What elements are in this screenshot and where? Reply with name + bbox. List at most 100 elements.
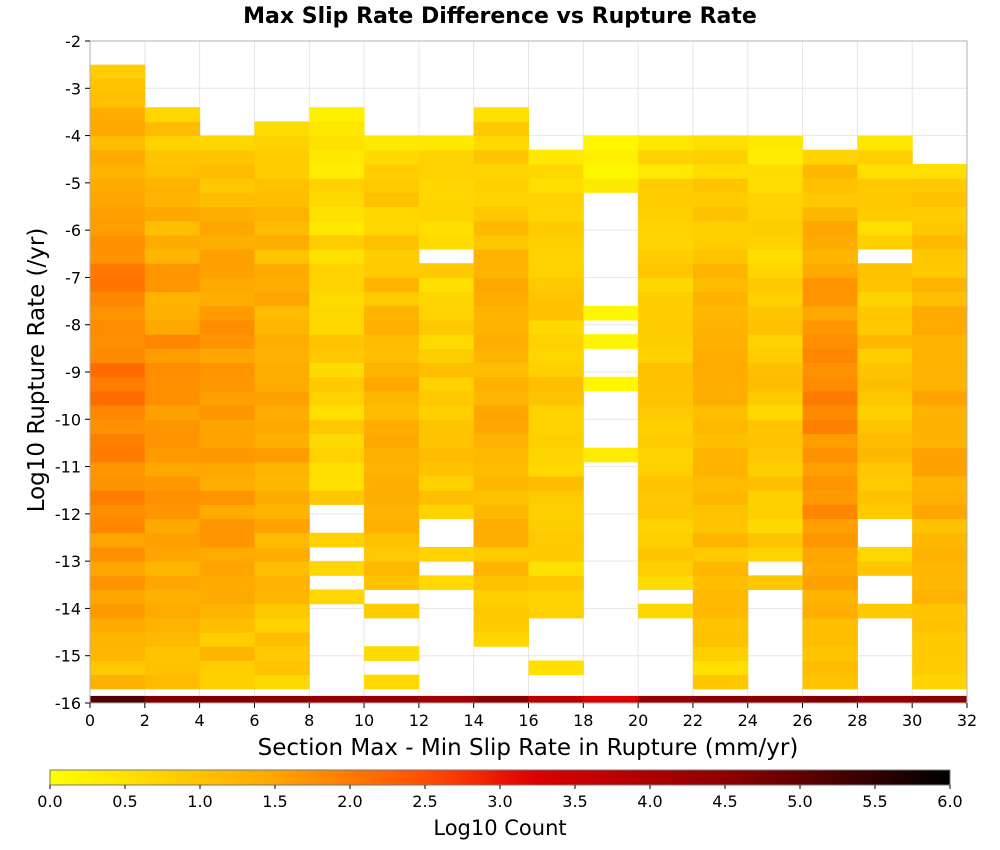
heatmap-cell <box>199 674 255 690</box>
heatmap-cell <box>528 192 584 207</box>
heatmap-cell <box>912 447 968 463</box>
heatmap-cell <box>747 376 804 392</box>
heatmap-cell <box>692 589 749 605</box>
heatmap-cell <box>144 646 201 661</box>
heatmap-cell <box>912 334 968 349</box>
heatmap-cell <box>254 249 310 264</box>
heatmap-cell <box>144 149 201 165</box>
heatmap-cell <box>528 319 584 335</box>
heatmap-cell <box>857 291 913 307</box>
heatmap-cell <box>638 504 694 520</box>
heatmap-cell <box>692 291 749 307</box>
heatmap-cell <box>473 561 529 576</box>
heatmap-cell <box>692 163 749 179</box>
heatmap-cell <box>90 603 146 619</box>
heatmap-cell <box>473 149 529 165</box>
heatmap-cell <box>254 674 310 690</box>
heatmap-cell <box>309 263 365 278</box>
colorbar-tick-label: 5.0 <box>787 792 812 811</box>
heatmap-cell <box>254 390 310 406</box>
heatmap-cell <box>802 319 858 335</box>
heatmap-cell <box>364 390 420 406</box>
heatmap-cell <box>638 234 694 250</box>
heatmap-cell <box>802 192 858 207</box>
heatmap-cell <box>418 461 475 477</box>
heatmap-cell <box>418 376 475 392</box>
heatmap-cell <box>309 206 365 222</box>
heatmap-cell <box>583 135 639 151</box>
heatmap-cell <box>418 192 475 207</box>
heatmap-cell <box>528 291 584 307</box>
heatmap-cell <box>90 291 146 307</box>
heatmap-cell <box>364 263 420 278</box>
heatmap-cell <box>912 376 968 392</box>
heatmap-cell <box>857 263 913 278</box>
heatmap-cell <box>199 319 255 335</box>
heatmap-cell <box>912 390 968 406</box>
colorbar-tick-label: 1.5 <box>262 792 287 811</box>
heatmap-cell <box>199 660 255 676</box>
y-tick-label: -15 <box>55 647 81 666</box>
heatmap-cell <box>309 192 365 207</box>
heatmap-cell <box>638 518 694 534</box>
heatmap-cell <box>364 447 420 463</box>
y-tick-label: -7 <box>65 268 81 287</box>
heatmap-cell <box>90 206 146 222</box>
heatmap-cell <box>309 149 365 165</box>
heatmap-cell <box>692 234 749 250</box>
y-tick-label: -8 <box>65 316 81 335</box>
heatmap-cell <box>473 334 529 349</box>
heatmap-cell <box>144 206 201 222</box>
heatmap-cell <box>90 376 146 392</box>
heatmap-cell <box>638 319 694 335</box>
heatmap-cell <box>90 234 146 250</box>
heatmap-cell <box>802 206 858 222</box>
heatmap-cell <box>747 532 804 548</box>
heatmap-cell <box>528 376 584 392</box>
heatmap-cell-bottom <box>583 695 639 703</box>
heatmap-cell <box>802 561 858 576</box>
heatmap-cell <box>583 163 639 179</box>
heatmap-cell <box>144 178 201 193</box>
heatmap-cell-bottom <box>528 695 584 703</box>
heatmap-cell <box>199 646 255 661</box>
heatmap-cell <box>90 561 146 576</box>
heatmap-cell <box>692 433 749 449</box>
colorbar-tick-label: 1.0 <box>187 792 212 811</box>
x-tick-label: 24 <box>738 711 758 730</box>
heatmap-cell <box>90 504 146 520</box>
heatmap-cell <box>747 220 804 236</box>
heatmap-cell <box>638 546 694 562</box>
heatmap-cell <box>857 561 913 576</box>
heatmap-cell <box>802 603 858 619</box>
heatmap-cell <box>144 334 201 349</box>
heatmap-cell <box>418 277 475 293</box>
heatmap-cell <box>528 603 584 619</box>
heatmap-cell <box>199 234 255 250</box>
heatmap-cell <box>199 490 255 505</box>
heatmap-cell <box>254 234 310 250</box>
heatmap-cell <box>90 163 146 179</box>
heatmap-cell <box>418 319 475 335</box>
heatmap-cell <box>364 206 420 222</box>
heatmap-cell <box>199 277 255 293</box>
heatmap-cell <box>199 149 255 165</box>
heatmap-cell <box>473 546 529 562</box>
heatmap-cell <box>144 660 201 676</box>
heatmap-cell <box>473 319 529 335</box>
heatmap-cell <box>309 561 365 576</box>
heatmap-cell <box>802 546 858 562</box>
heatmap-cell <box>802 376 858 392</box>
heatmap-cell <box>638 447 694 463</box>
heatmap-cell <box>912 575 968 591</box>
heatmap-cell <box>364 603 420 619</box>
heatmap-cell <box>912 646 968 661</box>
heatmap-cell <box>364 405 420 420</box>
heatmap-cell <box>802 433 858 449</box>
heatmap-cell <box>528 419 584 434</box>
heatmap-cell <box>364 163 420 179</box>
heatmap-cell <box>309 376 365 392</box>
colorbar-tick-label: 3.0 <box>487 792 512 811</box>
heatmap-cell <box>90 334 146 349</box>
heatmap-cell <box>473 277 529 293</box>
